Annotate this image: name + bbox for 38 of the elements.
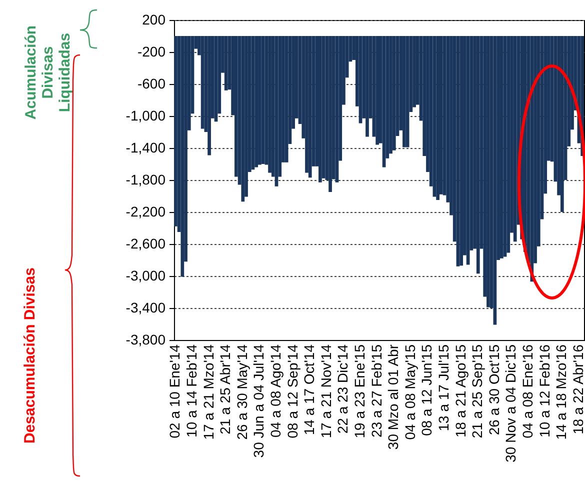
- x-tick-label: 22 a 23 Dic'14: [334, 344, 351, 434]
- x-tick-label: 30 Jun a 04 Jul'14: [250, 344, 267, 458]
- x-tick-label: 17 a 21 Nov'14: [318, 344, 334, 438]
- x-tick-label: 17 a 21 Mzo'14: [200, 344, 216, 440]
- y-tick-label: -200: [137, 44, 166, 60]
- x-tick-label: 30 Mzo al 01 Abr: [385, 344, 402, 450]
- x-tick-label: 21 a 25 Abr'14: [217, 344, 234, 434]
- x-tick-label: 14 a 17 Oct'14: [301, 344, 318, 436]
- x-tick-label: 08 a 12 Jun'15: [418, 344, 435, 436]
- y-tick-label: -1,000: [126, 108, 166, 124]
- y-tick-label: -3,800: [126, 332, 166, 348]
- y-tick-label: 200: [142, 12, 166, 28]
- x-tick-label: 26 a 30 May'14: [234, 344, 250, 440]
- text: Desacumulación Divisas: [21, 267, 38, 443]
- x-tick-label: 19 a 23 Ene'15: [352, 344, 368, 438]
- text: Acumulación Divisas Liquidadas: [22, 24, 74, 120]
- x-tick-label: 26 a 30 Oct'15: [486, 344, 502, 436]
- y-tick-label: -2,200: [126, 204, 166, 220]
- x-tick-label: 30 Nov a 04 Dic'15: [502, 344, 519, 462]
- x-tick-label: 02 a 10 Ene'14: [166, 344, 183, 438]
- y-tick-label: -2,600: [126, 236, 166, 252]
- x-tick-label: 04 a 08 May'15: [402, 344, 418, 440]
- x-tick-label: 10 a 12 Feb'16: [536, 344, 552, 438]
- x-tick-label: 23 a 27 Feb'15: [368, 344, 384, 438]
- y-tick-label: -1,800: [126, 172, 166, 188]
- y-tick-label: -3,000: [126, 268, 166, 284]
- x-tick-label: 04 a 08 Ene'16: [520, 344, 536, 438]
- x-tick-label: 18 a 21 Ago'15: [452, 344, 468, 438]
- x-tick-label: 21 a 25 Sep'15: [469, 344, 486, 438]
- x-tick-label: 13 a 17 Jul'15: [436, 344, 452, 432]
- y-tick-label: -1,400: [126, 140, 166, 156]
- x-tick-label: 04 a 08 Ago'14: [268, 344, 284, 438]
- y-tick-label: -3,400: [126, 300, 166, 316]
- x-tick-label: 08 a 12 Sep'14: [284, 344, 300, 438]
- x-tick-label: 18 a 22 Abr'16: [570, 344, 585, 434]
- x-tick-label: 14 a 18 Mzo'16: [553, 344, 570, 440]
- x-tick-label: 10 a 14 Feb'14: [183, 344, 200, 438]
- y-tick-label: -600: [137, 76, 166, 92]
